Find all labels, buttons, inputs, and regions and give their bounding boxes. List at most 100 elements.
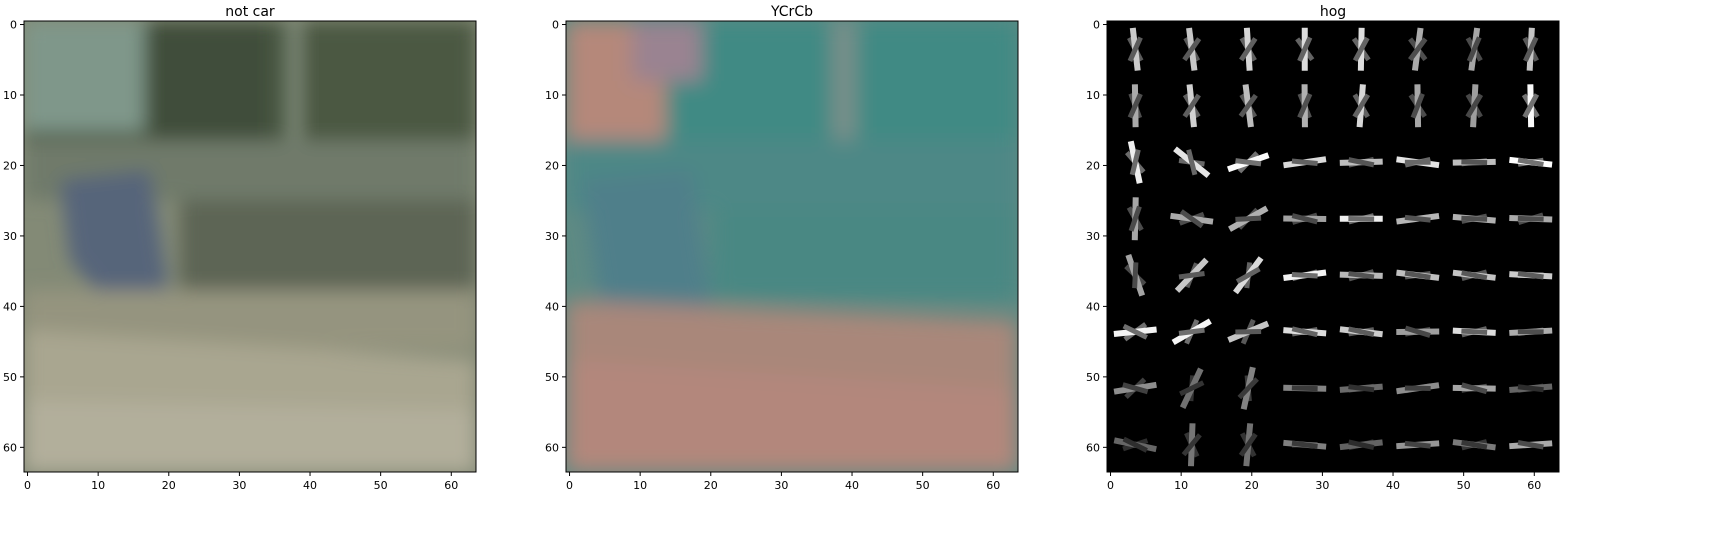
hog-cell-glyph <box>1461 328 1488 335</box>
hog-cell-glyph <box>1238 93 1258 118</box>
hog-image <box>1107 21 1559 472</box>
hog-cell-glyph <box>1179 380 1205 397</box>
hog-cell-glyph <box>1517 384 1544 393</box>
x-tick-label: 30 <box>774 479 788 492</box>
hog-cell-glyph <box>1404 214 1431 223</box>
y-tick-label: 0 <box>1093 19 1100 32</box>
ycrcb-image <box>566 21 1018 472</box>
hog-cell-glyph <box>1466 36 1482 63</box>
x-tick-label: 30 <box>1315 479 1329 492</box>
y-tick-label: 20 <box>545 159 559 172</box>
hog-cell-glyph <box>1127 92 1143 119</box>
x-tick-label: 40 <box>1386 479 1400 492</box>
y-tick-label: 0 <box>552 19 559 32</box>
x-tick-label: 20 <box>162 479 176 492</box>
x-ticks: 0 10 20 30 40 50 60 <box>566 472 1000 492</box>
hog-cell-glyph <box>1517 215 1544 222</box>
hog-cell-glyph <box>1182 93 1201 118</box>
hog-cell-glyph <box>1127 36 1143 63</box>
hog-cell-glyph <box>1132 262 1139 289</box>
y-tick-label: 50 <box>3 371 17 384</box>
x-tick-label: 0 <box>1107 479 1114 492</box>
x-ticks: 0 10 20 30 40 50 60 <box>1107 472 1541 492</box>
panel-title: YCrCb <box>771 4 813 20</box>
hog-cell-glyph <box>1517 271 1544 280</box>
hog-cell-glyph <box>1297 92 1313 119</box>
hog-cell-glyph <box>1404 440 1431 449</box>
hog-cell-glyph <box>1517 157 1544 167</box>
image-axes: 0 10 20 30 40 50 60 0 10 20 30 40 50 60 <box>1086 19 1560 492</box>
x-ticks: 0 10 20 30 40 50 60 <box>24 472 458 492</box>
y-tick-label: 0 <box>10 19 17 32</box>
hog-cell-glyph <box>1465 93 1484 119</box>
hog-cell-glyph <box>1235 266 1261 284</box>
hog-cell-glyph <box>1122 323 1148 340</box>
y-tick-label: 10 <box>545 89 559 102</box>
x-tick-label: 30 <box>232 479 246 492</box>
y-tick-label: 30 <box>3 230 17 243</box>
hog-cell-glyph <box>1291 213 1318 225</box>
panel-title: not car <box>225 4 275 20</box>
y-tick-label: 60 <box>545 441 559 454</box>
hog-cell-glyph <box>1352 36 1370 62</box>
hog-cell-glyph <box>1128 205 1142 232</box>
x-tick-label: 50 <box>916 479 930 492</box>
axes-frame <box>565 20 1019 473</box>
panel-not-car: not car 0 10 20 30 40 50 60 0 10 20 30 4 <box>0 0 540 539</box>
y-ticks: 0 10 20 30 40 50 60 <box>3 19 24 454</box>
hog-cell-glyph <box>1291 440 1318 449</box>
x-tick-label: 40 <box>845 479 859 492</box>
hog-cell-glyph <box>1348 271 1375 280</box>
x-tick-label: 40 <box>303 479 317 492</box>
panel-title: hog <box>1319 4 1347 20</box>
x-tick-label: 20 <box>1245 479 1259 492</box>
hog-cell-glyph <box>1522 93 1540 119</box>
hog-cell-glyph <box>1352 93 1371 119</box>
y-tick-label: 50 <box>1086 371 1100 384</box>
hog-cell-glyph <box>1461 382 1488 395</box>
hog-cell-glyph <box>1408 37 1428 62</box>
hog-cell-glyph <box>1129 149 1141 176</box>
y-tick-label: 20 <box>3 159 17 172</box>
hog-cell-glyph <box>1410 92 1425 119</box>
y-ticks: 0 10 20 30 40 50 60 <box>1086 19 1107 454</box>
x-tick-label: 0 <box>566 479 573 492</box>
hog-cell-glyph <box>1461 270 1488 281</box>
y-tick-label: 30 <box>1086 230 1100 243</box>
hog-cell-glyph <box>1517 440 1544 450</box>
panel-ycrcb: YCrCb 0 10 20 30 40 50 60 0 10 20 30 40 50 60 <box>542 0 1082 539</box>
hog-cell-glyph <box>1461 159 1488 166</box>
x-tick-label: 60 <box>1527 479 1541 492</box>
hog-cell-glyph <box>1291 385 1318 392</box>
y-tick-label: 40 <box>545 300 559 313</box>
hog-cell-glyph <box>1461 439 1488 450</box>
image-axes: 0 10 20 30 40 50 60 0 10 20 30 40 50 60 <box>545 19 1019 492</box>
axes-frame <box>23 20 477 473</box>
hog-cell-glyph <box>1178 271 1205 280</box>
panel-hog: hog 0 10 20 30 40 50 60 0 10 20 30 40 50 60 <box>1083 0 1623 539</box>
hog-cell-glyph <box>1235 158 1262 167</box>
hog-cell-glyph <box>1178 327 1205 336</box>
y-tick-label: 10 <box>3 89 17 102</box>
hog-cell-glyph <box>1291 272 1318 279</box>
x-tick-label: 10 <box>91 479 105 492</box>
y-tick-label: 40 <box>3 300 17 313</box>
hog-cell-glyph <box>1238 432 1258 457</box>
hog-cell-glyph <box>1181 433 1202 457</box>
x-tick-label: 20 <box>704 479 718 492</box>
hog-cell-glyph <box>1297 36 1313 63</box>
hog-cell-glyph <box>1461 215 1488 222</box>
hog-cell-glyph <box>1348 439 1375 450</box>
x-tick-label: 0 <box>24 479 31 492</box>
hog-cell-glyph <box>1239 37 1258 62</box>
image-axes: 0 10 20 30 40 50 60 0 10 20 30 40 50 60 <box>3 19 477 492</box>
x-tick-label: 60 <box>986 479 1000 492</box>
x-tick-label: 10 <box>1174 479 1188 492</box>
not-car-image <box>24 21 476 472</box>
hog-cell-glyph <box>1237 377 1259 400</box>
x-tick-label: 50 <box>374 479 388 492</box>
hog-cell-glyph <box>1348 384 1375 393</box>
y-tick-label: 50 <box>545 371 559 384</box>
hog-cell-glyph <box>1291 158 1318 166</box>
hog-cell-glyph <box>1235 215 1262 222</box>
